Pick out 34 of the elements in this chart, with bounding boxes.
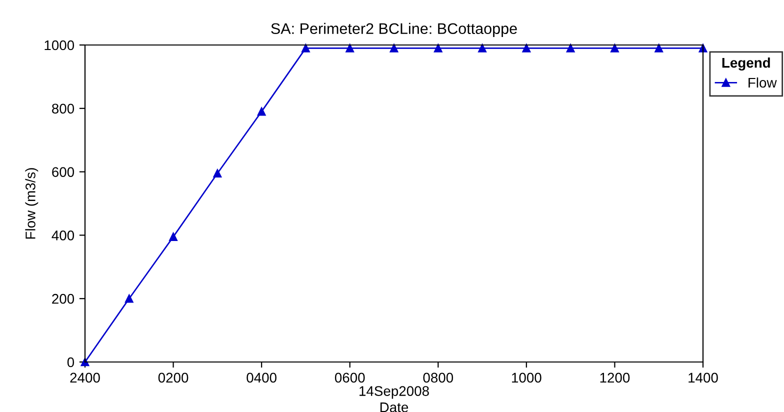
- x-tick-label: 0600: [334, 372, 365, 383]
- point: [566, 44, 575, 52]
- y-tick-label: 200: [52, 294, 74, 304]
- y-tick-label: 600: [52, 167, 74, 177]
- x-tick-label: 2400: [70, 372, 100, 383]
- legend-label: Flow: [748, 77, 777, 88]
- y-axis-title: Flow (m3/s): [25, 168, 38, 239]
- y-tick-label: 400: [52, 230, 74, 240]
- point: [302, 44, 310, 52]
- x-tick-label: 0800: [423, 372, 454, 383]
- point: [346, 44, 354, 52]
- y-tick-label: 1000: [44, 40, 74, 50]
- y-tick-label: 0: [67, 357, 74, 368]
- x-tick-label: 0400: [246, 372, 276, 383]
- point: [169, 232, 178, 241]
- x-tick-label: 1000: [512, 372, 542, 383]
- point: [390, 44, 398, 52]
- x-tick-label: 0200: [158, 372, 188, 383]
- point: [522, 44, 531, 52]
- point: [610, 44, 619, 52]
- point: [654, 44, 664, 52]
- point: [213, 169, 222, 178]
- y-tick-label: 800: [52, 104, 74, 114]
- point: [478, 44, 486, 52]
- text: 14Sep2008: [360, 386, 429, 399]
- x-axis-title: Date: [380, 402, 408, 412]
- point: [124, 294, 134, 303]
- point: [434, 44, 442, 52]
- point: [698, 44, 708, 52]
- x-tick-label: 1200: [600, 372, 630, 383]
- legend-title: Legend: [722, 58, 770, 71]
- chart-title: SA: Perimeter2 BCLine: BCottaoppe: [271, 22, 517, 38]
- point: [257, 107, 266, 116]
- x-tick-label: 1400: [688, 372, 718, 383]
